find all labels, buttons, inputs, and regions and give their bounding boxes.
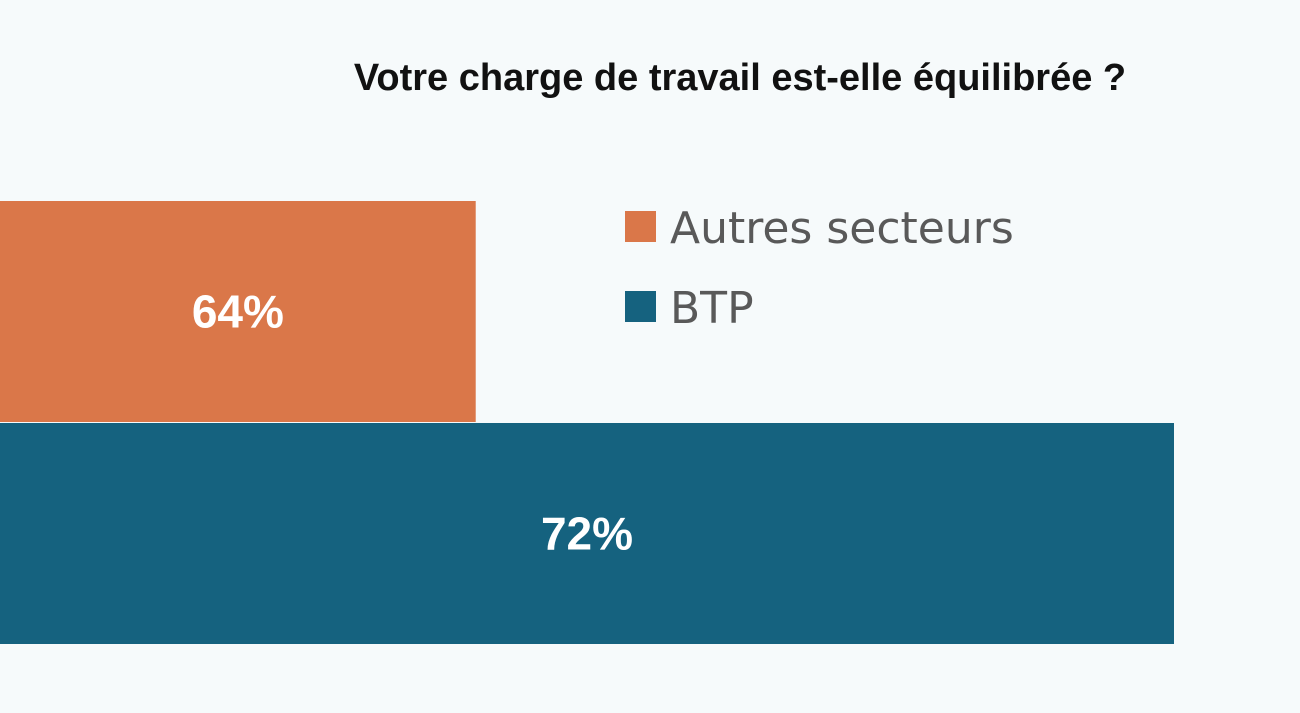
- bar-btp: [0, 423, 1174, 644]
- bars-group: 64% 72%: [0, 201, 1174, 644]
- legend-swatch: [625, 291, 656, 322]
- chart-title: Votre charge de travail est-elle équilib…: [354, 57, 1126, 99]
- legend: Autres secteurs BTP: [625, 203, 1014, 334]
- legend-swatch: [625, 211, 656, 242]
- bar-autres-secteurs: [0, 201, 476, 422]
- bar-value-label: 64%: [192, 286, 284, 338]
- bar-value-label: 72%: [541, 508, 633, 560]
- legend-label: Autres secteurs: [670, 203, 1014, 254]
- legend-label: BTP: [670, 283, 754, 334]
